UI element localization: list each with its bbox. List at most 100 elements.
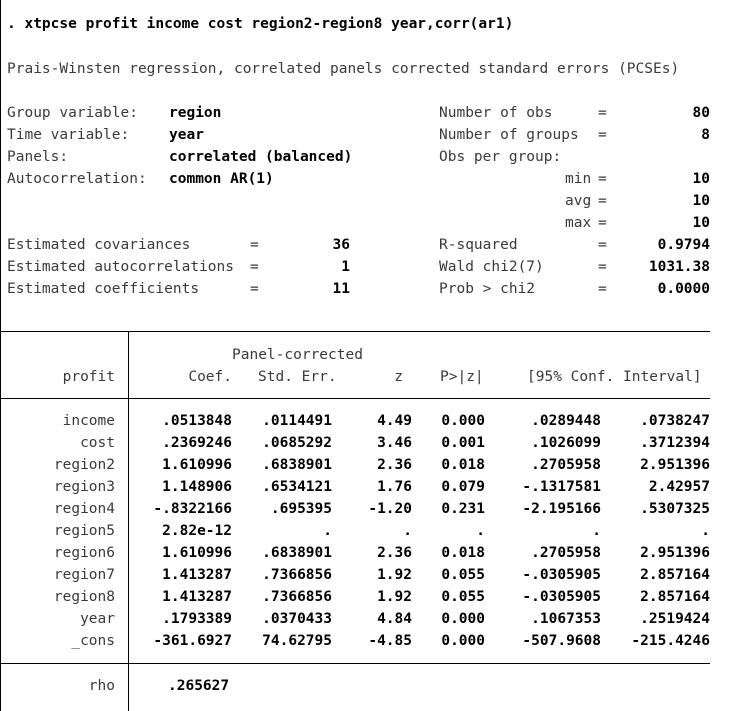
table-cell-coef: -.8322166 — [153, 501, 232, 517]
table-cell-z: 3.46 — [377, 435, 412, 451]
table-cell-lo: -2.195166 — [522, 501, 601, 517]
variable-name: region2 — [53, 457, 115, 473]
variable-name: region6 — [53, 545, 115, 561]
stat-label: Number of obs — [439, 105, 553, 121]
table-cell-lo: -.0305905 — [522, 589, 601, 605]
table-cell-p: 0.055 — [441, 589, 485, 605]
table-cell-se: .6838901 — [262, 457, 332, 473]
table-cell-z: 2.36 — [377, 457, 412, 473]
fit-value: 0.0000 — [657, 281, 710, 297]
info-label: Autocorrelation: — [7, 171, 147, 187]
table-cell-lo: -507.9608 — [522, 633, 601, 649]
variable-name: _cons — [71, 633, 115, 649]
rho-label: rho — [88, 678, 115, 694]
estimate-equals: = — [250, 237, 259, 253]
variable-name: income — [62, 413, 115, 429]
coef-header: Coef. — [188, 369, 232, 385]
left-border — [0, 0, 1, 711]
table-cell-z: -1.20 — [368, 501, 412, 517]
stat-equals: = — [598, 193, 607, 209]
stat-value: 8 — [701, 127, 710, 143]
table-cell-p: 0.231 — [441, 501, 485, 517]
info-value: year — [169, 127, 204, 143]
estimate-equals: = — [250, 281, 259, 297]
command-line: . xtpcse profit income cost region2-regi… — [7, 16, 514, 32]
table-cell-z: 4.49 — [377, 413, 412, 429]
table-cell-coef: 1.413287 — [162, 567, 232, 583]
info-value: correlated (balanced) — [169, 149, 353, 165]
table-cell-lo: . — [592, 523, 601, 539]
table-cell-p: 0.000 — [441, 633, 485, 649]
z-header: z — [394, 369, 403, 385]
stat-equals: = — [598, 171, 607, 187]
table-cell-p: 0.018 — [441, 457, 485, 473]
table-cell-coef: .0513848 — [162, 413, 232, 429]
variable-name: cost — [80, 435, 115, 451]
info-value: common AR(1) — [169, 171, 274, 187]
table-cell-lo: .2705958 — [531, 545, 601, 561]
stat-label: Obs per group: — [439, 149, 562, 165]
table-cell-hi: 2.857164 — [640, 567, 710, 583]
estimate-value: 11 — [332, 281, 350, 297]
table-cell-lo: .0289448 — [531, 413, 601, 429]
table-cell-p: . — [476, 523, 485, 539]
table-cell-coef: -361.6927 — [153, 633, 232, 649]
table-cell-lo: .1026099 — [531, 435, 601, 451]
info-value: region — [169, 105, 222, 121]
table-cell-hi: .3712394 — [640, 435, 710, 451]
variable-name: region4 — [53, 501, 115, 517]
super-header: Panel-corrected — [232, 347, 363, 363]
table-cell-se: .0114491 — [262, 413, 332, 429]
table-cell-hi: .0738247 — [640, 413, 710, 429]
table-cell-lo: .1067353 — [531, 611, 601, 627]
ci-header: [95% Conf. Interval] — [527, 369, 702, 385]
se-header: Std. Err. — [258, 369, 337, 385]
table-rho-rule — [0, 663, 710, 664]
table-column-divider — [128, 331, 129, 711]
fit-equals: = — [598, 237, 607, 253]
rho-value: .265627 — [168, 678, 230, 694]
table-cell-se: .6838901 — [262, 545, 332, 561]
table-cell-z: -4.85 — [368, 633, 412, 649]
table-cell-coef: 2.82e-12 — [162, 523, 232, 539]
regression-title: Prais-Winsten regression, correlated pan… — [7, 61, 680, 77]
table-cell-hi: 2.42957 — [648, 479, 710, 495]
fit-value: 0.9794 — [657, 237, 710, 253]
estimate-label: Estimated autocorrelations — [7, 259, 234, 275]
estimate-equals: = — [250, 259, 259, 275]
table-cell-hi: .2519424 — [640, 611, 710, 627]
stat-value: 10 — [692, 171, 710, 187]
fit-value: 1031.38 — [648, 259, 710, 275]
table-cell-coef: .1793389 — [162, 611, 232, 627]
table-cell-hi: . — [701, 523, 710, 539]
table-cell-z: 1.92 — [377, 589, 412, 605]
table-cell-se: .0685292 — [262, 435, 332, 451]
stat-label: min — [565, 171, 592, 187]
fit-label: R-squared — [439, 237, 518, 253]
table-cell-z: 1.76 — [377, 479, 412, 495]
table-cell-p: 0.055 — [441, 567, 485, 583]
stat-label: max — [565, 215, 592, 231]
table-cell-coef: 1.413287 — [162, 589, 232, 605]
stat-equals: = — [598, 215, 607, 231]
fit-equals: = — [598, 281, 607, 297]
variable-name: region3 — [53, 479, 115, 495]
info-label: Time variable: — [7, 127, 130, 143]
table-cell-se: .7366856 — [262, 589, 332, 605]
table-cell-se: .6534121 — [262, 479, 332, 495]
estimate-value: 36 — [332, 237, 350, 253]
stat-value: 10 — [692, 215, 710, 231]
table-cell-z: . — [403, 523, 412, 539]
fit-label: Prob > chi2 — [439, 281, 536, 297]
table-cell-lo: -.0305905 — [522, 567, 601, 583]
p-header: P>|z| — [440, 369, 484, 385]
stat-value: 10 — [692, 193, 710, 209]
table-cell-hi: 2.951396 — [640, 457, 710, 473]
table-cell-p: 0.001 — [441, 435, 485, 451]
table-cell-coef: 1.610996 — [162, 457, 232, 473]
table-top-rule — [0, 331, 710, 332]
variable-name: region5 — [53, 523, 115, 539]
stat-equals: = — [598, 105, 607, 121]
table-cell-lo: -.1317581 — [522, 479, 601, 495]
